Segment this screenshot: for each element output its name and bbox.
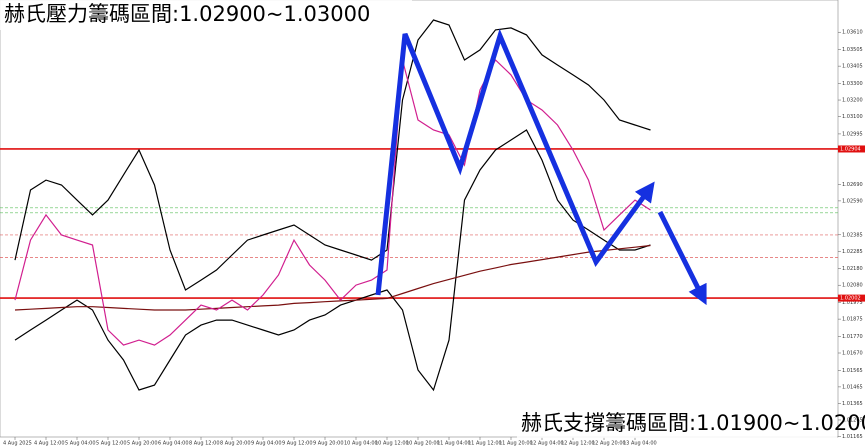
y-tick-label: 1.02590 [842, 198, 863, 204]
x-tick-label: 10 Aug 12:00 [375, 441, 409, 447]
y-tick-label: 1.02995 [842, 131, 863, 137]
x-tick-label: 11 Aug 04:00 [437, 441, 471, 447]
series-line [14, 129, 651, 392]
y-tick-label: 1.03300 [842, 81, 863, 87]
y-tick-label: 1.03405 [842, 64, 863, 70]
x-tick-label: 8 Aug 20:00 [220, 441, 251, 447]
x-tick-label: 4 Aug 2025 [3, 441, 32, 447]
x-tick-label: 9 Aug 12:00 [282, 441, 313, 447]
x-tick-label: 12 Aug 20:00 [592, 441, 626, 447]
y-tick-label: 1.01465 [842, 384, 863, 390]
y-tick-label: 1.01265 [842, 417, 863, 423]
series-line [14, 19, 651, 291]
x-tick-label: 13 Aug 04:00 [623, 441, 657, 447]
y-tick-label: 1.01165 [842, 434, 863, 440]
annotation-bg [0, 0, 412, 30]
series-line [14, 244, 651, 311]
x-tick-label: 5 Aug 04:00 [65, 441, 96, 447]
x-tick-label: 9 Aug 04:00 [251, 441, 282, 447]
trend-arrow [375, 28, 655, 296]
x-tick-label: 4 Aug 12:00 [34, 441, 65, 447]
x-tick-label: 10 Aug 20:00 [406, 441, 440, 447]
y-tick-label: 1.02690 [842, 182, 863, 188]
y-tick-label: 1.01770 [842, 334, 863, 340]
y-tick-label: 1.02385 [842, 232, 863, 238]
y-tick-label: 1.01875 [842, 317, 863, 323]
price-label: 1.02904 [840, 146, 861, 152]
y-tick-label: 1.03505 [842, 47, 863, 53]
y-tick-label: 1.03100 [842, 114, 863, 120]
y-tick-label: 1.03610 [842, 30, 863, 36]
x-tick-label: 5 Aug 20:00 [127, 441, 158, 447]
y-tick-label: 1.01365 [842, 401, 863, 407]
price-label-bg [838, 145, 865, 153]
x-tick-label: 12 Aug 12:00 [561, 441, 595, 447]
trend-arrow [657, 210, 707, 306]
x-tick-label: 10 Aug 04:00 [344, 441, 378, 447]
x-tick-label: 5 Aug 12:00 [96, 441, 127, 447]
x-tick-label: 9 Aug 20:00 [313, 441, 344, 447]
y-tick-label: 1.02285 [842, 249, 863, 255]
y-tick-label: 1.01670 [842, 351, 863, 357]
x-tick-label: 11 Aug 20:00 [499, 441, 533, 447]
x-tick-label: 11 Aug 12:00 [468, 441, 502, 447]
x-tick-label: 12 Aug 04:00 [530, 441, 564, 447]
x-tick-label: 6 Aug 04:00 [158, 441, 189, 447]
price-label-bg [838, 294, 865, 302]
x-tick-label: 8 Aug 12:00 [189, 441, 220, 447]
annotation: 赫氏支撐籌碼區間:1.01900~1.02000 [521, 411, 865, 435]
annotation-bg [517, 410, 837, 438]
annotation: 赫氏壓力籌碼區間:1.02900~1.03000 [4, 2, 370, 26]
y-tick-label: 1.03200 [842, 98, 863, 104]
y-tick-label: 1.02180 [842, 266, 863, 272]
series-line [14, 59, 651, 346]
y-tick-label: 1.01565 [842, 368, 863, 374]
y-tick-label: 1.01975 [842, 300, 863, 306]
y-tick-label: 1.02080 [842, 283, 863, 289]
price-label: 1.02002 [840, 296, 861, 302]
